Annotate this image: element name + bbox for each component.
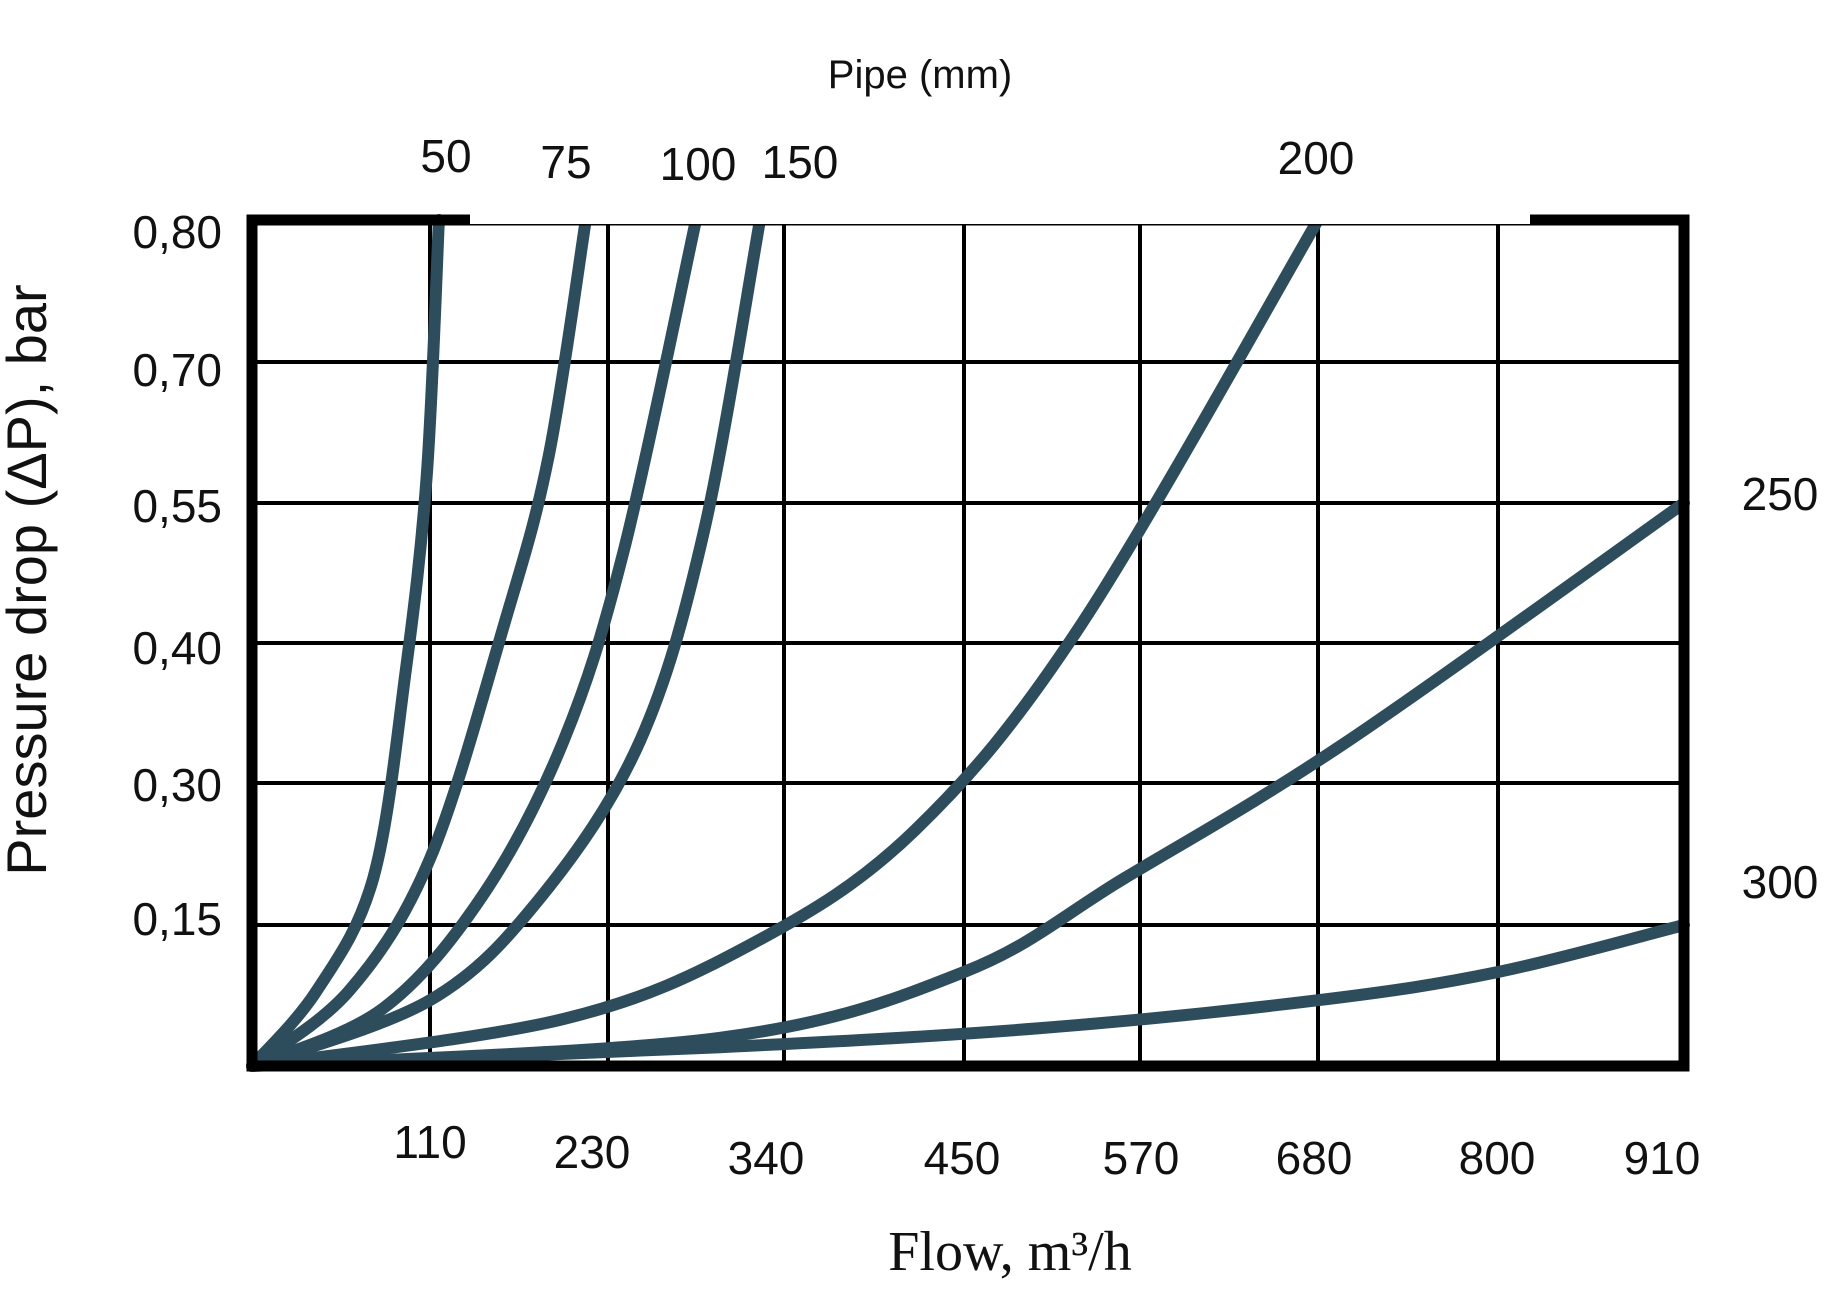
y-axis-label: Pressure drop (ΔP), bar <box>0 284 58 875</box>
series-label-250: 250 <box>1742 468 1819 520</box>
chart-grid <box>252 220 1684 1066</box>
series-line-300 <box>246 919 1690 1072</box>
chart-frame <box>246 212 1690 1072</box>
series-line-200 <box>246 214 1324 1072</box>
series-line-150 <box>246 214 766 1072</box>
y-tick-label: 0,55 <box>132 480 222 532</box>
chart-curves <box>246 214 1690 1072</box>
chart-labels: 50 75 100 150 200 250 300 110 230 340 450 570 680 800… <box>132 130 1818 1184</box>
y-tick-label: 0,70 <box>132 344 222 396</box>
series-label-50: 50 <box>420 130 471 182</box>
x-tick-label: 230 <box>554 1126 631 1178</box>
series-label-150: 150 <box>762 136 839 188</box>
x-tick-label: 340 <box>728 1132 805 1184</box>
x-tick-label: 680 <box>1276 1132 1353 1184</box>
x-tick-label: 800 <box>1459 1132 1536 1184</box>
series-label-75: 75 <box>540 136 591 188</box>
chart-title: Pipe (mm) <box>828 53 1012 97</box>
series-label-100: 100 <box>660 138 737 190</box>
frame-top-gap <box>470 212 1530 224</box>
x-axis-label: Flow, m³/h <box>888 1221 1131 1283</box>
series-line-100 <box>246 214 702 1072</box>
x-tick-label: 450 <box>924 1132 1001 1184</box>
series-line-50 <box>246 214 445 1072</box>
x-tick-label: 110 <box>393 1116 466 1168</box>
series-line-75 <box>246 214 592 1072</box>
series-label-300: 300 <box>1742 856 1819 908</box>
x-tick-label: 910 <box>1624 1132 1701 1184</box>
y-tick-label: 0,30 <box>132 759 222 811</box>
y-tick-label: 0,15 <box>132 893 222 945</box>
series-label-200: 200 <box>1278 132 1355 184</box>
y-tick-label: 0,40 <box>132 622 222 674</box>
x-tick-label: 570 <box>1103 1132 1180 1184</box>
y-tick-label: 0,80 <box>132 206 222 258</box>
